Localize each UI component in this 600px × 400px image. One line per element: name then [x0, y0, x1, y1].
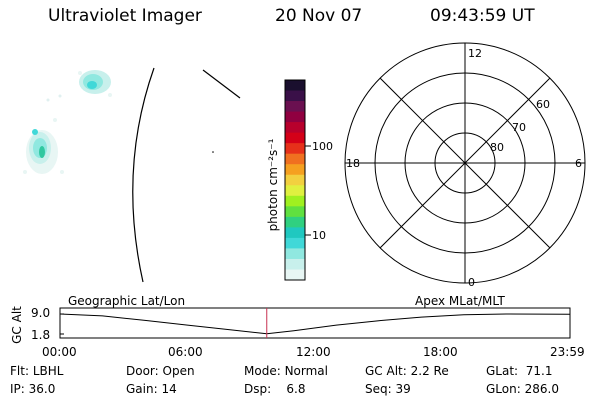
colorbar-segment — [285, 237, 305, 249]
timeline-frame — [59, 307, 571, 339]
colorbar-segment — [285, 164, 305, 176]
colorbar-segment — [285, 122, 305, 134]
colorbar-segment — [285, 174, 305, 186]
info-gc-alt: GC Alt: 2.2 Re — [365, 364, 449, 378]
info-ip: IP: 36.0 — [10, 382, 56, 396]
info-mode: Mode: Normal — [244, 364, 328, 378]
colorbar-segment — [285, 90, 305, 102]
colorbar-tick-10: 10 — [312, 229, 326, 242]
xtick-1800: 18:00 — [423, 345, 458, 359]
info-seq: Seq: 39 — [365, 382, 411, 396]
altitude-series-line — [59, 313, 570, 335]
colorbar-segment — [285, 206, 305, 218]
polar-label-0: 0 — [468, 276, 475, 289]
polar-lat-80: 80 — [490, 141, 504, 154]
colorbar-tick-100: 100 — [312, 140, 333, 153]
colorbar-segment — [285, 111, 305, 123]
xtick-2359: 23:59 — [550, 345, 585, 359]
info-gain: Gain: 14 — [126, 382, 177, 396]
colorbar-segment — [285, 101, 305, 113]
colorbar-segment — [285, 80, 305, 92]
xtick-0000: 00:00 — [42, 345, 77, 359]
info-glon: GLon: 286.0 — [486, 382, 559, 396]
colorbar-segment — [285, 143, 305, 155]
polar-lat-60: 60 — [536, 98, 550, 111]
terminator-line — [202, 69, 241, 99]
xtick-1200: 12:00 — [296, 345, 331, 359]
colorbar-segment — [285, 269, 305, 281]
polar-label-6: 6 — [575, 157, 582, 170]
limb-arc — [132, 67, 155, 283]
date-label: 20 Nov 07 — [275, 6, 363, 26]
info-door: Door: Open — [126, 364, 195, 378]
timeline-right-label: Apex MLat/MLT — [415, 294, 505, 308]
timeline-ytick-1-8: 1.8 — [31, 328, 51, 342]
colorbar-segment — [285, 132, 305, 144]
colorbar-segment — [285, 258, 305, 270]
colorbar-segment — [285, 216, 305, 228]
polar-lat-70: 70 — [512, 121, 526, 134]
timeline-left-label: Geographic Lat/Lon — [68, 294, 186, 308]
info-flt: Flt: LBHL — [10, 364, 64, 378]
timeline-ytick-9: 9.0 — [31, 306, 51, 320]
polar-label-18: 18 — [346, 157, 360, 170]
colorbar-segment — [285, 185, 305, 197]
colorbar-segment — [285, 153, 305, 165]
info-dsp: Dsp: 6.8 — [244, 382, 306, 396]
aurora-blob-upper — [46, 70, 112, 102]
info-glat: GLat: 71.1 — [486, 364, 553, 378]
instrument-title: Ultraviolet Imager — [48, 6, 202, 26]
aurora-blob-lower — [23, 118, 64, 174]
colorbar-segment — [285, 227, 305, 239]
polar-label-12: 12 — [468, 47, 482, 60]
xtick-0600: 06:00 — [168, 345, 203, 359]
colorbar-segment — [285, 195, 305, 207]
time-label: 09:43:59 UT — [430, 6, 535, 26]
colorbar-segment — [285, 248, 305, 260]
